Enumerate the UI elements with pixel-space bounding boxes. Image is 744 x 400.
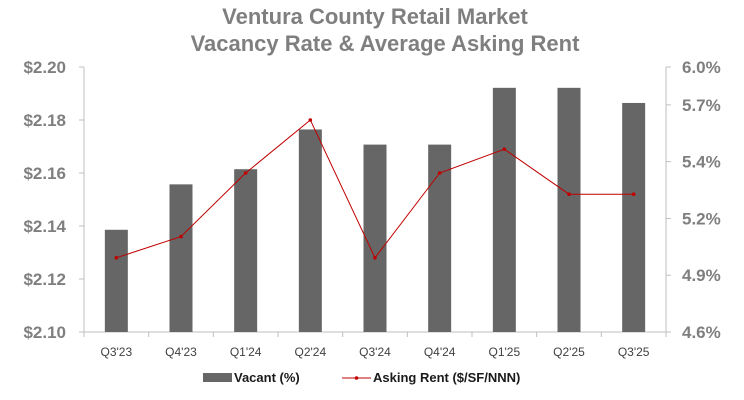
- bar-vacant: [234, 169, 258, 332]
- bar-vacant: [169, 184, 193, 332]
- right-axis-tick-label: 4.9%: [682, 266, 721, 285]
- axes: $2.10 $2.12 $2.14 $2.16 $2.18 $2.20 4.6% 4.9% 5.…: [23, 58, 720, 342]
- legend: Vacant (%) Asking Rent ($/SF/NNN): [203, 370, 520, 385]
- x-axis-tick-label: Q4'23: [165, 345, 197, 359]
- asking-rent-point: [243, 171, 248, 175]
- legend-swatch-asking-rent-marker: [354, 376, 359, 380]
- chart-title-line-1: Ventura County Retail Market: [222, 4, 528, 29]
- asking-rent-point: [502, 147, 507, 151]
- legend-swatch-vacant: [203, 373, 232, 382]
- x-axis-tick-label: Q3'24: [359, 345, 391, 359]
- legend-label-asking-rent: Asking Rent ($/SF/NNN): [373, 370, 520, 385]
- chart-title-line-2: Vacancy Rate & Average Asking Rent: [191, 31, 580, 56]
- right-axis-tick-label: 5.4%: [682, 153, 721, 172]
- x-axis-tick-label: Q3'25: [618, 345, 650, 359]
- x-axis-tick-label: Q1'24: [230, 345, 262, 359]
- right-axis-tick-label: 6.0%: [682, 58, 721, 77]
- x-axis-tick-label: Q4'24: [424, 345, 456, 359]
- asking-rent-point: [437, 171, 442, 175]
- right-axis-tick-label: 5.2%: [682, 209, 721, 228]
- right-axis-tick-label: 5.7%: [682, 96, 721, 115]
- bar-series-vacant: [104, 87, 646, 332]
- bar-vacant: [492, 87, 516, 332]
- asking-rent-point: [308, 118, 313, 122]
- bar-vacant: [557, 87, 581, 332]
- left-axis-tick-label: $2.16: [23, 164, 66, 183]
- chart-title: Ventura County Retail Market Vacancy Rat…: [191, 4, 580, 56]
- bar-vacant: [104, 229, 128, 332]
- left-axis-tick-label: $2.14: [23, 217, 66, 236]
- bar-vacant: [363, 144, 387, 332]
- bar-vacant: [298, 129, 322, 332]
- x-axis-tick-labels: Q3'23 Q4'23 Q1'24 Q2'24 Q3'24 Q4'24 Q1'25 Q2'25…: [101, 345, 650, 359]
- right-axis-tick-label: 4.6%: [682, 323, 721, 342]
- line-series-asking-rent: [114, 118, 636, 260]
- asking-rent-point: [179, 234, 183, 239]
- left-axis-tick-label: $2.20: [23, 58, 66, 77]
- x-axis-tick-label: Q3'23: [101, 345, 133, 359]
- asking-rent-point: [114, 255, 119, 260]
- x-axis-tick-label: Q2'25: [553, 345, 585, 359]
- bar-vacant: [622, 102, 646, 332]
- left-axis-tick-label: $2.12: [23, 270, 66, 289]
- left-axis-tick-label: $2.18: [23, 111, 66, 130]
- asking-rent-point: [373, 255, 377, 260]
- asking-rent-point: [567, 192, 571, 196]
- x-axis-tick-label: Q1'25: [489, 345, 521, 359]
- legend-label-vacant: Vacant (%): [234, 370, 300, 385]
- bar-vacant: [428, 144, 452, 332]
- asking-rent-point: [631, 192, 636, 196]
- left-axis-tick-label: $2.10: [23, 323, 66, 342]
- x-axis-tick-label: Q2'24: [295, 345, 327, 359]
